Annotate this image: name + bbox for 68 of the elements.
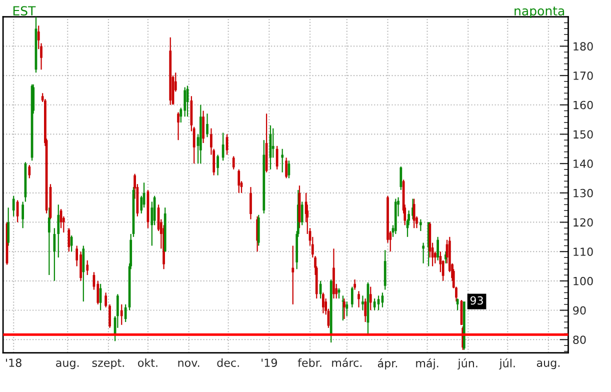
chart-subtitle: naponta (514, 6, 564, 18)
y-tick-label: 120 (574, 218, 593, 227)
y-tick-label: 160 (574, 100, 593, 110)
x-tick-label: '18 (6, 358, 22, 367)
x-tick-label: nov. (178, 360, 200, 367)
candlestick (86, 260, 89, 276)
candlestick (238, 168, 240, 194)
candlestick (22, 201, 24, 229)
candlestick (82, 245, 85, 302)
candlestick (364, 298, 367, 323)
y-tick-label: 90 (573, 306, 586, 315)
x-tick-label: aug. (56, 360, 79, 370)
candlestick (419, 218, 422, 232)
candlestick (322, 292, 324, 314)
y-tick-label: 140 (574, 160, 593, 168)
candlestick (422, 242, 424, 264)
y-tick-label: 170 (574, 72, 593, 80)
candlestick (108, 304, 111, 328)
candlestick (342, 295, 344, 322)
y-tick-label: 110 (574, 248, 593, 256)
candlestick (57, 204, 60, 258)
candlestick (206, 113, 208, 138)
candlestick (350, 286, 354, 308)
candlestick (28, 164, 31, 179)
candlestick (300, 201, 304, 226)
x-tick-label: ápr. (378, 358, 398, 370)
candlestick (124, 304, 127, 323)
y-tick-label: 100 (574, 276, 593, 286)
x-tick-label: febr. (298, 358, 322, 367)
chart-title: EST (13, 6, 36, 16)
candlestick (202, 110, 204, 144)
candlestick (285, 157, 288, 179)
y-tick-label: 80 (573, 336, 586, 344)
candlestick (222, 132, 224, 162)
candlestick (369, 286, 372, 311)
candlestick (276, 145, 278, 170)
x-tick-label: dec. (217, 358, 239, 367)
candlestick (346, 300, 348, 317)
candlestick (436, 236, 439, 261)
y-tick-label: 150 (574, 130, 593, 139)
annotation: 93 (470, 296, 483, 305)
x-tick-label: aug. (536, 360, 560, 370)
candlestick (177, 112, 180, 141)
x-tick-label: márc. (332, 358, 362, 367)
x-tick-label: szept. (92, 358, 124, 370)
candlestick (292, 245, 294, 305)
x-tick-label: jún. (458, 358, 478, 370)
x-tick-label: júl. (499, 358, 515, 370)
candlestick (362, 295, 364, 311)
candlestick (216, 154, 219, 176)
candlestick (250, 186, 252, 220)
x-tick-label: '19 (262, 358, 277, 367)
candlestick (80, 251, 82, 282)
x-tick-label: okt. (138, 358, 158, 367)
candlestick (68, 228, 70, 252)
candlestick (120, 304, 123, 326)
candlestick (354, 278, 356, 290)
y-tick-label: 130 (574, 188, 593, 198)
candlestick (104, 292, 107, 308)
candlestick (184, 86, 186, 118)
candlestick (232, 156, 235, 170)
candlestick (400, 166, 402, 191)
y-tick-label: 180 (574, 42, 593, 51)
candlestick (53, 228, 56, 282)
candlestick (358, 290, 360, 308)
candlestick (12, 195, 15, 217)
x-tick-label: máj. (416, 358, 438, 370)
candlestick (373, 298, 376, 311)
